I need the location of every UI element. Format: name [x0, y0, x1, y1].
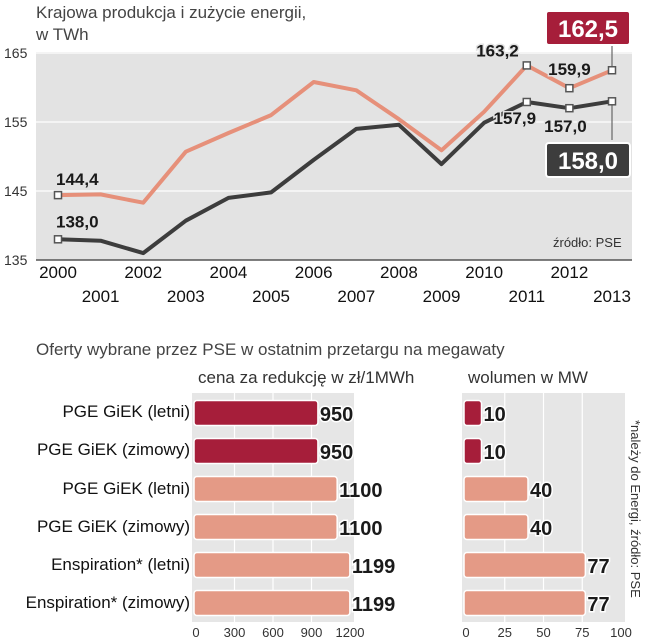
bar-value-label: 1199: [352, 594, 395, 616]
row-label: PGE GiEK (zimowy): [36, 440, 190, 459]
x-tick-label: 2002: [124, 263, 162, 282]
row-label: PGE GiEK (letni): [62, 402, 190, 421]
bar-value-label: 77: [587, 594, 609, 616]
price-panel-header: cena za redukcję w zł/1MWh: [198, 368, 415, 387]
x-tick-label: 75: [575, 625, 589, 640]
x-tick-label: 2007: [337, 287, 375, 306]
bar-cena: [193, 437, 319, 465]
bar-cena: [193, 551, 351, 579]
bar-cena: [193, 589, 351, 617]
row-label: PGE GiEK (zimowy): [36, 517, 190, 536]
bar-cena: [193, 475, 338, 503]
panel-background: [192, 393, 354, 622]
data-point-marker: [607, 66, 617, 75]
x-tick-label: 600: [262, 625, 284, 640]
data-label: 159,9: [548, 60, 591, 79]
x-tick-label: 2001: [82, 287, 120, 306]
y-tick-label: 135: [4, 252, 28, 268]
x-tick-label: 50: [536, 625, 550, 640]
value-box: [545, 142, 631, 178]
data-label: 144,4: [56, 170, 99, 189]
line-chart-subtitle: w TWh: [36, 25, 89, 44]
bar-value-label: 1199: [352, 556, 395, 578]
panel-background: [462, 393, 625, 622]
x-tick-label: 2004: [210, 263, 248, 282]
line-chart-layer: 135 145 155 165 2000 2002 2004 2006 2008 2010 2012…: [4, 10, 632, 306]
x-tick-label: 2003: [167, 287, 205, 306]
bar-value-label: 77: [587, 556, 609, 578]
series-line-produkcja: [57, 99, 613, 256]
bar-wolumen: [463, 589, 587, 617]
data-point-marker: [53, 190, 63, 200]
line-chart: 135 145 155 165 2000 2002 2004 2006 2008 2010 2012…: [4, 10, 632, 306]
bar-value-label: 950: [320, 404, 353, 426]
x-tick-label: 900: [301, 625, 323, 640]
x-tick-label: 2010: [465, 263, 503, 282]
bar-wolumen: [463, 437, 483, 465]
line-chart-title: Krajowa produkcja i zużycie energii,: [36, 3, 307, 22]
x-tick-label: 2005: [252, 287, 290, 306]
data-label: 157,0: [544, 117, 587, 136]
value-box: [545, 10, 631, 46]
bar-chart-footnote: *należy do Energi, źródło: PSE: [628, 420, 643, 598]
x-tick-label: 25: [498, 625, 512, 640]
series-line-zużycie: [57, 63, 613, 205]
bar-value-label: 40: [530, 518, 552, 540]
volume-panel-header: wolumen w MW: [468, 368, 588, 387]
y-tick-label: 165: [4, 45, 28, 61]
x-tick-label: 2000: [39, 263, 77, 282]
y-tick-label: 155: [4, 114, 28, 130]
x-tick-label: 2013: [593, 287, 631, 306]
bar-cena: [193, 513, 338, 541]
data-point-marker: [565, 83, 574, 93]
bar-wolumen: [463, 513, 529, 541]
x-tick-label: 0: [192, 625, 199, 640]
x-tick-label: 100: [610, 625, 632, 640]
row-label: Enspiration* (zimowy): [25, 593, 190, 612]
bar-wolumen: [463, 475, 529, 503]
bar-value-label: 10: [484, 404, 506, 426]
line-chart-source: źródło: PSE: [553, 235, 622, 250]
row-label: PGE GiEK (letni): [62, 479, 190, 498]
data-point-marker: [522, 61, 532, 70]
x-tick-label: 0: [462, 625, 469, 640]
bar-value-label: 10: [484, 442, 506, 464]
x-tick-label: 2009: [423, 287, 461, 306]
bar-chart-layer: 0 300 600 900 1200 950 950 1100 1100 1199 1199 0 25 5…: [192, 393, 632, 640]
data-point-marker: [522, 97, 532, 107]
data-label: 157,9: [493, 109, 536, 128]
bar-chart-title: Oferty wybrane przez PSE w ostatnim prze…: [36, 340, 505, 359]
data-point-marker: [607, 97, 617, 106]
data-point-marker: [565, 103, 574, 113]
data-label: 138,0: [56, 212, 99, 231]
bar-cena: [193, 399, 319, 427]
x-tick-label: 300: [224, 625, 246, 640]
row-label: Enspiration* (letni): [51, 555, 190, 574]
data-label: 162,5: [558, 16, 618, 43]
x-tick-label: 1200: [336, 625, 365, 640]
bar-wolumen: [463, 399, 483, 427]
bar-value-label: 950: [320, 442, 353, 464]
x-tick-label: 2012: [550, 263, 588, 282]
data-label: 158,0: [558, 148, 618, 175]
bar-value-label: 40: [530, 480, 552, 502]
data-label: 163,2: [476, 41, 519, 60]
y-tick-label: 145: [4, 183, 28, 199]
data-point-marker: [53, 235, 63, 244]
x-tick-label: 2008: [380, 263, 418, 282]
plot-background: [36, 52, 632, 260]
bar-value-label: 1100: [339, 480, 382, 502]
x-tick-label: 2011: [508, 287, 545, 306]
x-tick-label: 2006: [295, 263, 333, 282]
bar-wolumen: [463, 551, 587, 579]
bar-value-label: 1100: [339, 518, 382, 540]
